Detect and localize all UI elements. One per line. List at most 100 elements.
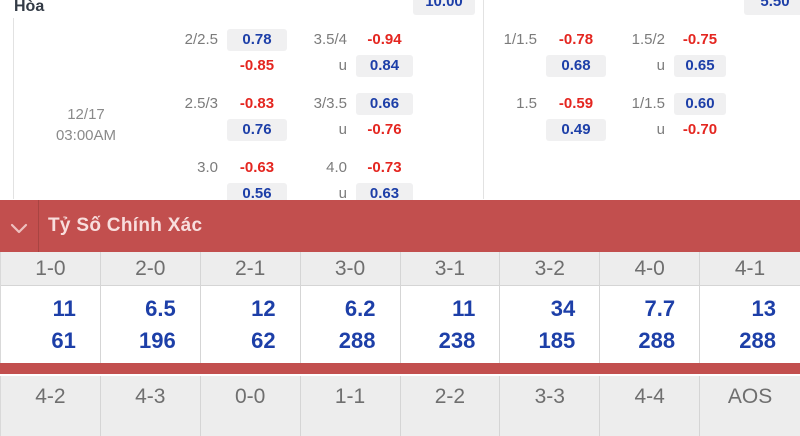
under-label: u: [338, 57, 347, 74]
odds-button[interactable]: -0.75: [682, 31, 718, 48]
odds-button[interactable]: -0.85: [239, 57, 275, 74]
odds-button[interactable]: -0.78: [558, 31, 594, 48]
odds-button[interactable]: 0.65: [674, 55, 726, 77]
score-odds[interactable]: 34: [550, 296, 576, 321]
score-odds[interactable]: 196: [139, 328, 176, 353]
score-header: 4-2: [1, 376, 101, 436]
score-odds[interactable]: 11: [52, 296, 76, 321]
odds-button[interactable]: -0.83: [239, 95, 275, 112]
under-label: u: [338, 185, 347, 200]
odds-button[interactable]: 0.56: [227, 183, 287, 200]
score-odds[interactable]: 11: [452, 296, 476, 321]
score-odds[interactable]: 238: [438, 328, 476, 353]
score-odds[interactable]: 288: [338, 328, 376, 353]
score-header: 2-2: [400, 376, 501, 436]
score-header: 1-1: [300, 376, 401, 436]
odds-button[interactable]: -0.73: [367, 159, 402, 176]
odds-button[interactable]: 0.68: [546, 55, 606, 77]
under-label: u: [656, 121, 665, 138]
score-odds[interactable]: 6.5: [145, 296, 176, 321]
odds-button[interactable]: 0.63: [356, 183, 413, 200]
handicap-line-sublabel: [472, 119, 537, 141]
score-header: 3-0: [300, 252, 400, 286]
score-header: 2-1: [200, 252, 300, 286]
score-column: 1-0 11 61: [1, 252, 101, 363]
correct-score-grid: 1-0 11 61 2-0 6.5 196 2-1 12 62 3-0 6.2 288 …: [0, 252, 800, 363]
overunder-cell: 3/3.5 0.66 u -0.76: [290, 93, 413, 141]
handicap-line-label: 3.0: [197, 159, 218, 176]
score-column: 2-0 6.5 196: [100, 252, 201, 363]
handicap-cell: 1.5 -0.59 0.49: [472, 93, 606, 141]
score-column: 2-1 12 62: [200, 252, 301, 363]
score-header: 4-0: [600, 252, 700, 286]
score-header: 4-3: [100, 376, 201, 436]
section-divider-bar: [0, 363, 800, 374]
section-header-bar[interactable]: Tỷ Số Chính Xác: [0, 200, 800, 252]
overunder-cell: 4.0 -0.73 u 0.63: [290, 157, 413, 200]
odds-button[interactable]: -0.59: [558, 95, 594, 112]
score-header: 0-0: [200, 376, 301, 436]
score-header: 4-4: [600, 376, 701, 436]
odds-button[interactable]: 0.84: [356, 55, 413, 77]
score-column: 3-2 34 185: [500, 252, 601, 363]
odds-button[interactable]: 0.60: [674, 93, 726, 115]
odds-table-top: Hòa 10.00 5.50 12/17 03:00AM 2/2.5 0.78 …: [0, 0, 800, 200]
bar-divider: [38, 200, 39, 252]
match-hour: 03:00AM: [55, 127, 117, 144]
odds-button[interactable]: -0.70: [682, 121, 718, 138]
score-odds[interactable]: 288: [638, 328, 676, 353]
overunder-cell: 1/1.5 0.60 u -0.70: [600, 93, 726, 141]
score-header: 1-0: [1, 252, 100, 286]
overunder-line-label: 4.0: [326, 159, 347, 176]
odds-button[interactable]: 0.49: [546, 119, 606, 141]
handicap-line-sublabel: [472, 55, 537, 77]
correct-score-next-row: 4-2 4-3 0-0 1-1 2-2 3-3 4-4 AOS: [0, 376, 800, 436]
score-odds[interactable]: 13: [751, 296, 776, 321]
handicap-line-label: 1/1.5: [503, 31, 537, 48]
score-header: AOS: [700, 376, 800, 436]
handicap-cell: 2/2.5 0.78 -0.85: [150, 29, 287, 77]
match-time: 12/17 03:00AM: [0, 104, 172, 146]
odds-button[interactable]: -0.76: [367, 121, 402, 138]
under-label: u: [656, 57, 665, 74]
odds-cell-1x2-right[interactable]: 5.50: [744, 0, 800, 15]
handicap-line-label: 1.5: [516, 95, 537, 112]
score-header: 3-2: [500, 252, 600, 286]
overunder-line-label: 3/3.5: [313, 95, 347, 112]
handicap-cell: 1/1.5 -0.78 0.68: [472, 29, 606, 77]
chevron-down-icon[interactable]: [10, 221, 28, 234]
score-column: 4-1 13 288: [700, 252, 800, 363]
score-odds[interactable]: 288: [739, 328, 776, 353]
handicap-line-label: 2.5/3: [184, 95, 218, 112]
handicap-cell: 2.5/3 -0.83 0.76: [150, 93, 287, 141]
handicap-line-label: 2/2.5: [184, 31, 218, 48]
score-header: 2-0: [100, 252, 200, 286]
score-odds[interactable]: 7.7: [644, 296, 676, 321]
handicap-line-sublabel: [150, 55, 218, 77]
odds-button[interactable]: -0.94: [367, 31, 402, 48]
score-odds[interactable]: 185: [538, 328, 576, 353]
odds-button[interactable]: -0.63: [239, 159, 275, 176]
match-date: 12/17: [67, 106, 105, 123]
score-odds[interactable]: 62: [251, 328, 276, 353]
odds-cell-1x2-left[interactable]: 10.00: [413, 0, 475, 15]
under-label: u: [338, 121, 347, 138]
score-column: 4-0 7.7 288: [600, 252, 701, 363]
handicap-line-sublabel: [150, 183, 218, 200]
overunder-line-label: 1/1.5: [631, 95, 665, 112]
row-label-draw: Hòa: [14, 0, 45, 15]
column-divider: [483, 0, 484, 199]
overunder-cell: 1.5/2 -0.75 u 0.65: [600, 29, 726, 77]
overunder-line-label: 3.5/4: [313, 31, 347, 48]
score-header: 3-1: [400, 252, 500, 286]
odds-button[interactable]: 0.76: [227, 119, 287, 141]
score-odds[interactable]: 12: [251, 296, 276, 321]
score-header: 4-1: [700, 252, 800, 286]
odds-button[interactable]: 0.78: [227, 29, 287, 51]
score-odds[interactable]: 61: [51, 328, 76, 353]
score-header: 3-3: [500, 376, 601, 436]
score-odds[interactable]: 6.2: [344, 296, 376, 321]
overunder-cell: 3.5/4 -0.94 u 0.84: [290, 29, 413, 77]
odds-button[interactable]: 0.66: [356, 93, 413, 115]
